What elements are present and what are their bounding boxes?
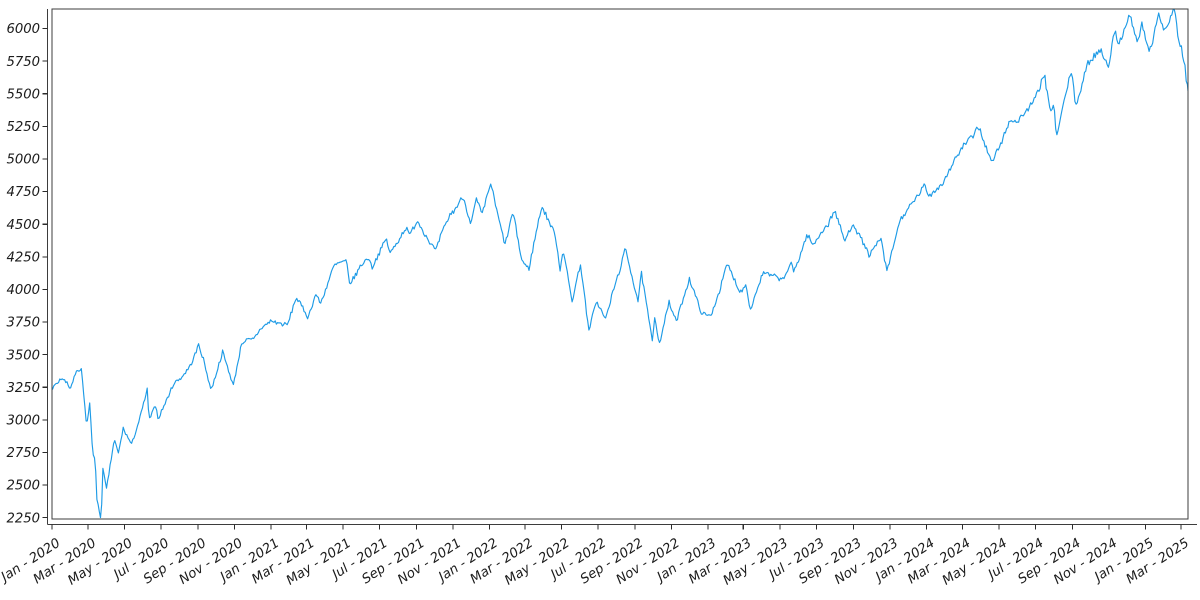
y-tick-label: 4750 [6,185,40,200]
y-tick-label: 3750 [6,316,40,331]
y-tick-label: 4500 [6,218,40,233]
y-tick-label: 4000 [6,283,40,298]
price-line [52,8,1188,519]
y-tick-label: 5250 [6,120,40,135]
plot-border [51,8,1189,520]
y-tick-label: 3000 [6,413,40,428]
y-tick-label: 3500 [6,348,40,363]
y-tick-label: 6000 [6,22,40,37]
y-tick-label: 3250 [6,381,40,396]
y-tick-label: 5000 [6,153,40,168]
y-tick-label: 5500 [6,87,40,102]
y-tick-label: 2500 [6,479,40,494]
y-tick-label: 2250 [6,511,40,526]
y-tick-label: 4250 [6,250,40,265]
y-tick-label: 5750 [6,55,40,70]
y-tick-label: 2750 [6,446,40,461]
